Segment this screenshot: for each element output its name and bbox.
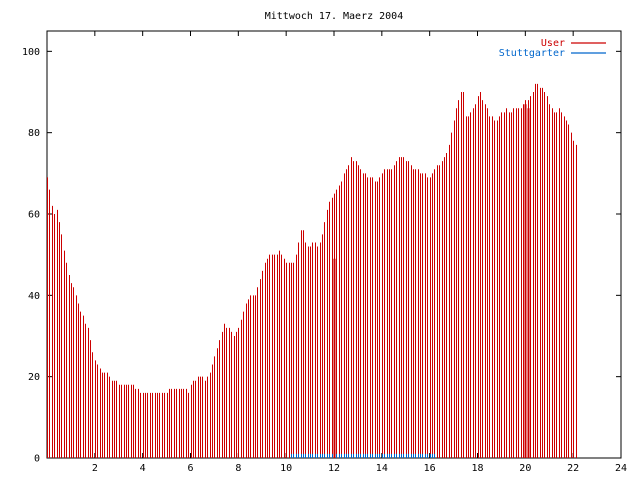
series-user	[47, 83, 577, 458]
x-tick-label: 22	[567, 463, 579, 474]
y-tick-label: 40	[28, 291, 40, 302]
y-axis: 0 20 40 60 80 100	[22, 47, 621, 465]
legend: User Stuttgarter	[499, 38, 606, 59]
x-tick-label: 10	[280, 463, 292, 474]
y-tick-label: 100	[22, 47, 40, 58]
y-tick-label: 80	[28, 128, 40, 139]
x-tick-label: 8	[235, 463, 241, 474]
x-tick-label: 2	[92, 463, 98, 474]
x-tick-label: 16	[424, 463, 436, 474]
spikes	[333, 104, 530, 458]
x-tick-label: 14	[376, 463, 388, 474]
legend-label-user: User	[541, 38, 565, 49]
x-axis: 2 4 6 8 10 12 14 16 18 20 22 24	[92, 31, 627, 474]
series-stuttgarter	[291, 453, 435, 458]
y-tick-label: 60	[28, 210, 40, 221]
x-tick-label: 4	[140, 463, 146, 474]
x-tick-label: 24	[615, 463, 627, 474]
y-tick-label: 0	[34, 454, 40, 465]
y-tick-label: 20	[28, 372, 40, 383]
x-tick-label: 6	[187, 463, 193, 474]
x-tick-label: 12	[328, 463, 340, 474]
x-tick-label: 20	[519, 463, 531, 474]
x-tick-label: 18	[471, 463, 483, 474]
legend-label-stuttgarter: Stuttgarter	[499, 48, 565, 59]
chart-title: Mittwoch 17. Maerz 2004	[265, 11, 403, 22]
